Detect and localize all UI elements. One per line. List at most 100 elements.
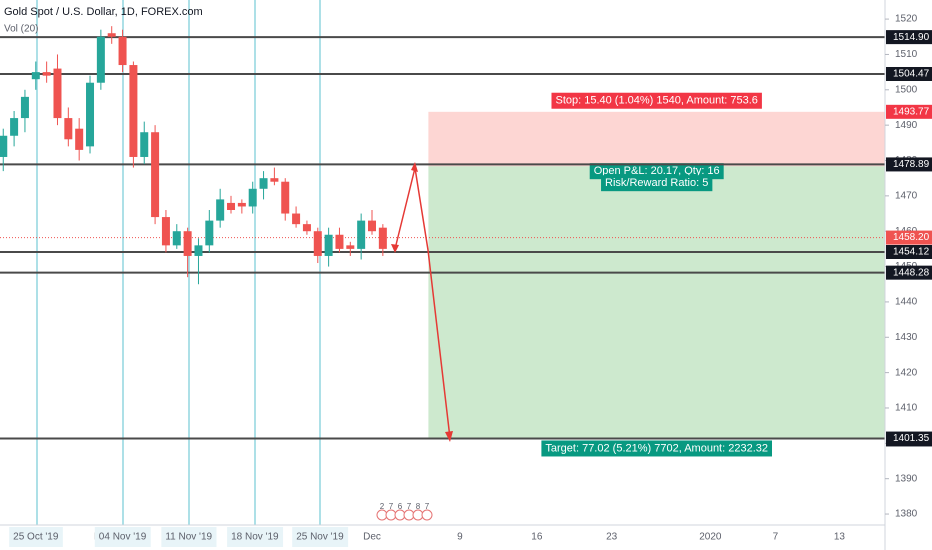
x-tick-label: 23 xyxy=(606,532,618,543)
y-tick-label: 1420 xyxy=(895,367,918,378)
y-tick-label: 1470 xyxy=(895,190,918,201)
candle-body xyxy=(20,96,29,119)
price-tag: 1504.47 xyxy=(893,69,930,80)
candle-body xyxy=(216,199,225,221)
x-tick-label: 9 xyxy=(457,532,463,543)
price-tag-bg xyxy=(886,30,932,45)
event-label: 7 xyxy=(407,502,412,511)
candle-body xyxy=(172,231,181,246)
arrow-head xyxy=(411,162,418,172)
candle-body xyxy=(378,227,387,249)
candle-body xyxy=(0,135,8,157)
candle-body xyxy=(259,178,268,189)
y-tick-label: 1490 xyxy=(895,120,918,131)
y-tick-label: 1410 xyxy=(895,403,918,414)
position-label-bg xyxy=(601,175,713,192)
price-tag: 1478.89 xyxy=(893,159,930,170)
axes: 1380139014001410142014301440145014601470… xyxy=(9,0,932,550)
indicator-label: Vol (20) xyxy=(4,24,38,35)
price-tag: 1401.35 xyxy=(893,433,930,444)
event-label: 6 xyxy=(398,502,403,511)
y-tick-label: 1520 xyxy=(895,14,918,25)
x-tick-label: 16 xyxy=(531,532,543,543)
x-tick-label: 25 Oct '19 xyxy=(13,532,59,543)
event-marker xyxy=(421,509,433,521)
candle-body xyxy=(64,118,73,140)
position-label: Target: 77.02 (5.21%) 7702, Amount: 2232… xyxy=(545,442,768,454)
y-tick-label: 1500 xyxy=(895,84,918,95)
position-label: Open P&L: 20.17, Qty: 16 xyxy=(594,165,720,177)
candle-body xyxy=(368,220,377,232)
candle-body xyxy=(118,36,127,66)
candle-body xyxy=(237,202,246,207)
arrow-head xyxy=(445,431,453,442)
price-tag-bg xyxy=(886,265,932,280)
x-tick-bg xyxy=(94,527,151,547)
y-tick-label: 1390 xyxy=(895,473,918,484)
candle-body xyxy=(227,202,236,210)
y-tick-label: 1430 xyxy=(895,332,918,343)
x-tick-label: 18 Nov '19 xyxy=(231,532,279,543)
price-tag: 1514.90 xyxy=(893,32,930,43)
event-label: 2 xyxy=(380,502,385,511)
candle-body xyxy=(302,224,311,232)
candle-body xyxy=(129,65,138,157)
price-tag-bg xyxy=(886,104,932,119)
position-label-bg xyxy=(541,440,773,457)
price-tag: 1493.77 xyxy=(893,106,930,117)
candle-body xyxy=(205,220,214,246)
position-label: Risk/Reward Ratio: 5 xyxy=(605,177,708,189)
candle-body xyxy=(31,72,40,80)
price-tag-bg xyxy=(886,431,932,446)
candle-body xyxy=(107,33,116,37)
x-tick-label: Dec xyxy=(363,532,381,543)
stop-zone xyxy=(428,111,885,167)
candle-body xyxy=(53,68,62,119)
candle-body xyxy=(281,181,290,214)
candle-body xyxy=(324,234,333,256)
projection-arrow xyxy=(394,167,451,439)
x-tick-bg xyxy=(161,527,217,547)
price-tag: 1448.28 xyxy=(893,267,930,278)
candle-body xyxy=(161,217,170,246)
candle-body xyxy=(194,245,203,256)
candle-body xyxy=(75,128,84,150)
x-tick-bg xyxy=(292,527,349,547)
event-label: 8 xyxy=(416,502,421,511)
event-label: 7 xyxy=(425,502,430,511)
x-tick-label: 11 Nov '19 xyxy=(165,532,212,543)
x-tick-bg xyxy=(9,527,63,547)
candle-body xyxy=(270,178,279,182)
candle-body xyxy=(140,132,149,157)
candle-body xyxy=(357,220,366,249)
candle-body xyxy=(10,118,19,136)
price-tag-bg xyxy=(886,230,932,245)
x-tick-label: 25 Nov '19 xyxy=(296,532,344,543)
x-tick-bg xyxy=(227,527,284,547)
position-label: Stop: 15.40 (1.04%) 1540, Amount: 753.6 xyxy=(555,95,757,107)
price-tag-bg xyxy=(886,245,932,259)
x-tick-label: 2020 xyxy=(699,532,722,543)
candle-body xyxy=(346,245,355,249)
position-zones: Stop: 15.40 (1.04%) 1540, Amount: 753.6 O… xyxy=(428,92,885,457)
x-tick-label: 7 xyxy=(773,532,779,543)
y-tick-label: 1380 xyxy=(895,509,918,520)
candle-body xyxy=(292,213,301,225)
y-tick-label: 1440 xyxy=(895,297,918,308)
price-tag-bg xyxy=(886,66,932,81)
event-label: 7 xyxy=(389,502,394,511)
candle-body xyxy=(86,82,95,147)
price-tag: 1454.12 xyxy=(893,247,930,258)
price-tag: 1458.20 xyxy=(893,232,930,243)
y-tick-label: 1510 xyxy=(895,49,918,60)
candle-body xyxy=(313,231,322,256)
chart-title: Gold Spot / U.S. Dollar, 1D, FOREX.com xyxy=(4,6,203,18)
candle-body xyxy=(96,36,105,83)
candle-body xyxy=(335,234,344,249)
position-label-bg xyxy=(551,92,762,109)
candle-body xyxy=(183,231,192,256)
candle-body xyxy=(42,72,51,76)
candle-body xyxy=(151,132,160,218)
